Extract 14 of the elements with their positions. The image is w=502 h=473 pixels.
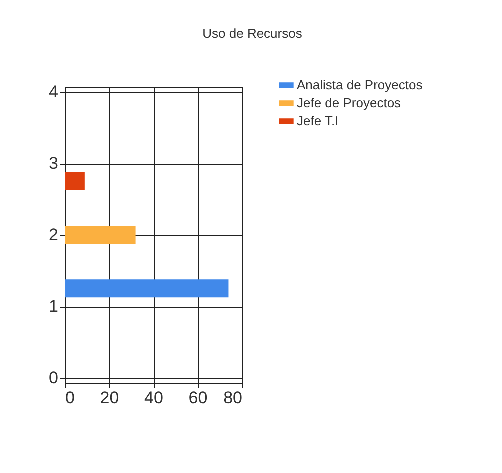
y-tick-label: 3: [49, 154, 58, 173]
y-tick-label: 2: [49, 226, 58, 244]
y-tick-label: 4: [49, 82, 58, 102]
x-tick-label: 60: [188, 388, 208, 408]
legend-label: Analista de Proyectos: [297, 78, 424, 92]
chart-title: Uso de Recursos: [202, 26, 303, 41]
y-tick-label: 0: [49, 368, 58, 388]
legend-label: Jefe T.I: [297, 114, 339, 128]
x-tick-label: 80: [224, 388, 242, 408]
legend-label: Jefe de Proyectos: [297, 96, 402, 110]
y-tick-label: 1: [49, 297, 58, 316]
x-tick-label: 0: [66, 388, 75, 408]
x-tick-label: 20: [100, 388, 120, 408]
x-tick-label: 40: [144, 388, 164, 408]
